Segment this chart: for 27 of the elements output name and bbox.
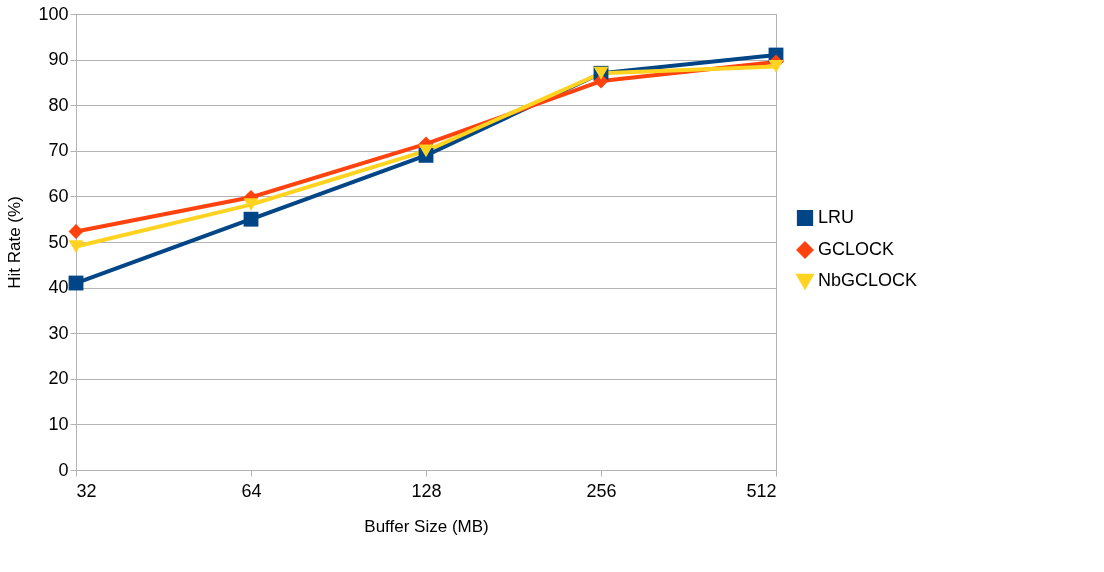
y-tick-label: 90 [48,49,69,70]
y-tick-label: 50 [48,231,69,252]
x-tick-label: 64 [241,480,262,501]
y-tick-label: 10 [48,413,69,434]
x-tick-label: 256 [586,480,617,501]
point [68,275,84,291]
y-tick-label: 100 [38,3,69,24]
y-tick-label: 70 [48,140,69,161]
y-tick-label: 40 [48,277,69,298]
x-tick-label: 512 [746,480,777,501]
point [243,211,259,227]
y-tick-label: 0 [58,459,69,480]
y-tick-label: 60 [48,185,69,206]
y-axis-title: Hit Rate (%) [5,196,25,289]
legend-label: NbGCLOCK [818,270,918,290]
point [418,144,434,158]
point [243,198,259,212]
legend-label: GCLOCK [818,239,895,259]
x-axis-title: Buffer Size (MB) [364,516,489,536]
x-tick-label: 128 [411,480,442,501]
y-tick-label: 20 [48,368,69,389]
y-tick-label: 80 [48,94,69,115]
y-tick-label: 30 [48,322,69,343]
x-tick-label: 32 [76,480,97,501]
point [68,240,84,253]
point [768,60,784,73]
legend-label: LRU [818,207,855,227]
